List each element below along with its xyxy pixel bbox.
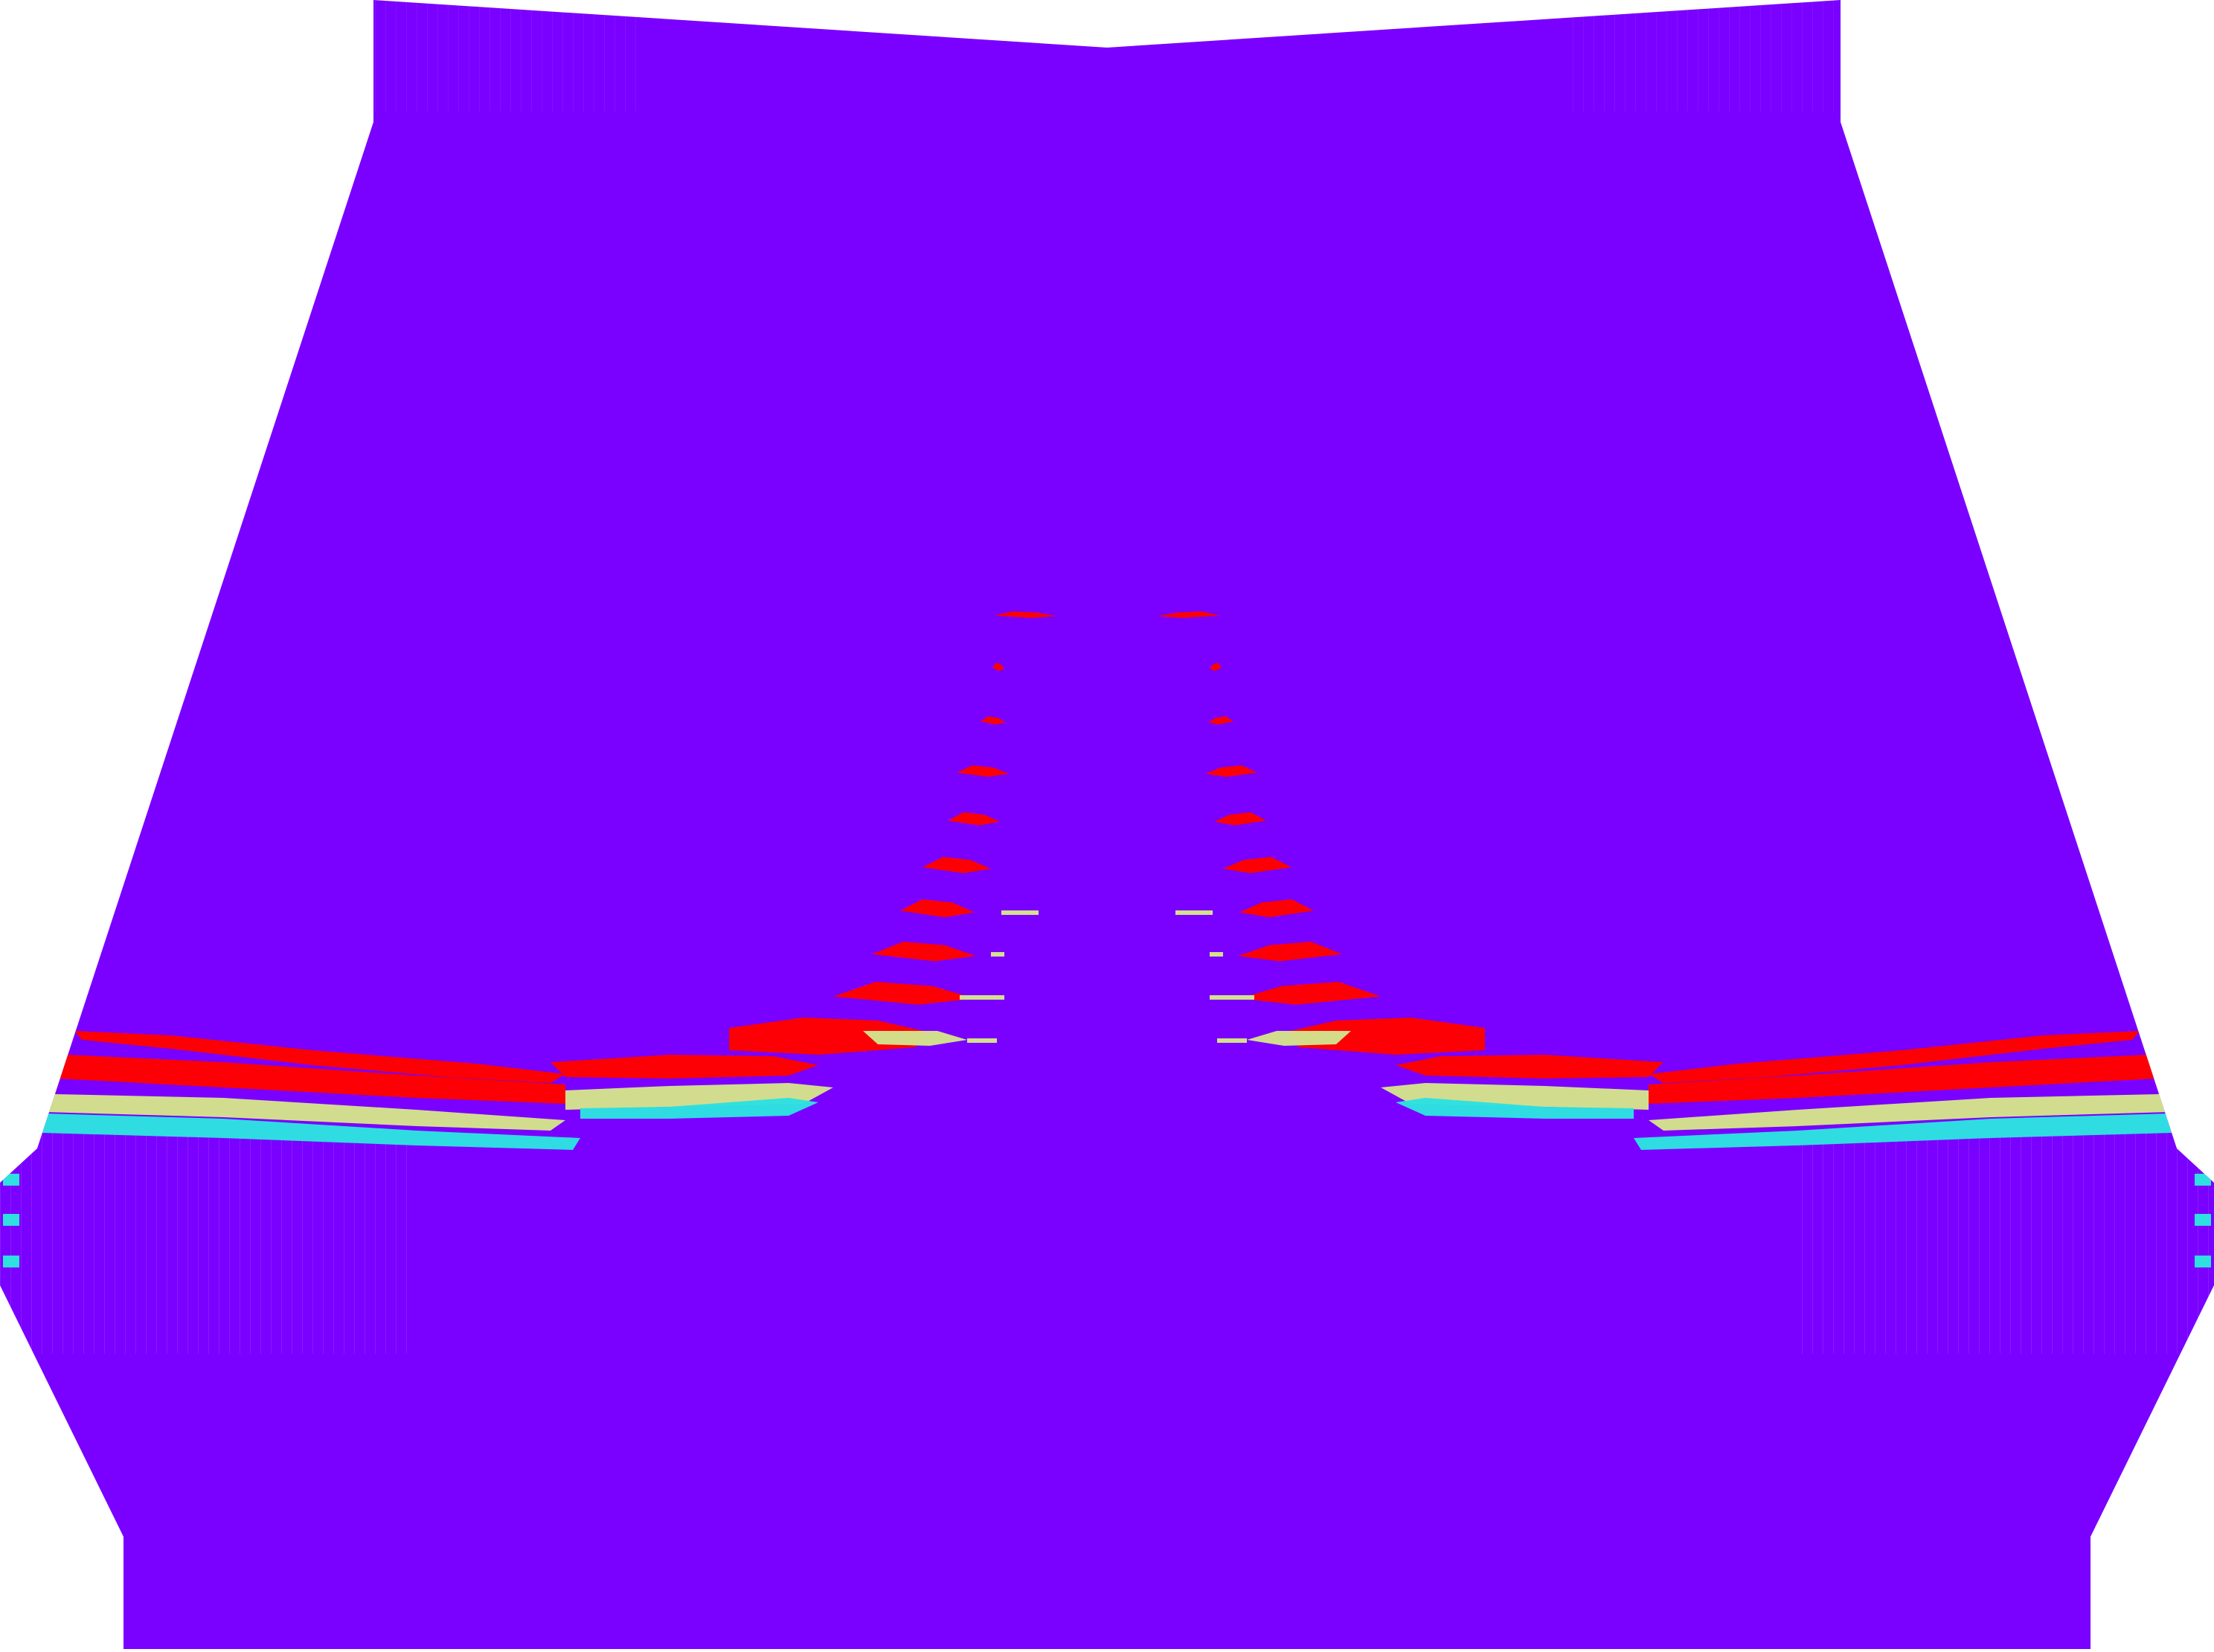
right-center-blob-mid [1247, 1031, 1351, 1046]
right-edge-mark-1 [2195, 1138, 2211, 1150]
left-center-blob [729, 1018, 930, 1055]
mesh-bottom-left [0, 1131, 417, 1354]
right-channel-marker-2 [1210, 952, 1223, 957]
right-channel-streak-3 [1208, 716, 1233, 724]
left-channel-marker-3 [960, 995, 1004, 1000]
left-channel-marker-4 [967, 1038, 997, 1043]
left-edge-mark-3 [3, 1214, 19, 1226]
right-wing-band-2 [1649, 1053, 2184, 1104]
right-wing-band-4 [1634, 1113, 2199, 1150]
left-channel-marker-1 [1001, 910, 1039, 915]
mesh-bottom-right [1797, 1131, 2214, 1354]
left-edge-mark-4 [3, 1256, 19, 1267]
right-edge-mark-2 [2195, 1174, 2211, 1186]
mesh-top-left [373, 0, 641, 112]
left-channel-streak-9 [833, 982, 975, 1005]
left-channel-streak-5 [948, 812, 1000, 826]
left-wing-band-1 [74, 1031, 565, 1083]
contour-bands [3, 611, 2211, 1267]
mesh-overlay [0, 0, 2214, 1354]
left-wing-band-4 [15, 1113, 580, 1150]
right-channel-marker-4 [1217, 1038, 1247, 1043]
left-channel-marker-2 [991, 952, 1004, 957]
right-inner-band-1 [1396, 1055, 1663, 1079]
right-center-blob [1284, 1018, 1485, 1055]
left-channel-streak-2 [992, 663, 1004, 671]
left-inner-band-3 [580, 1098, 818, 1119]
left-center-blob-mid [863, 1031, 967, 1046]
right-edge-mark-4 [2195, 1256, 2211, 1267]
right-wing-band-3 [1649, 1093, 2195, 1131]
right-channel-marker-3 [1210, 995, 1254, 1000]
right-inner-band-3 [1396, 1098, 1634, 1119]
left-wing-band-2 [30, 1053, 565, 1104]
mesh-top-right [1573, 0, 1841, 112]
left-channel-streak-1 [994, 611, 1056, 618]
left-channel-streak-6 [922, 857, 991, 873]
right-channel-streak-1 [1158, 611, 1220, 618]
left-channel-streak-8 [872, 942, 976, 962]
left-inner-band-1 [551, 1055, 818, 1079]
right-channel-streak-4 [1205, 765, 1257, 777]
right-channel-marker-1 [1175, 910, 1213, 915]
left-edge-mark-1 [3, 1138, 19, 1150]
left-channel-streak-7 [900, 899, 975, 918]
left-wing-band-3 [19, 1093, 565, 1131]
left-edge-mark-2 [3, 1174, 19, 1186]
right-channel-streak-6 [1223, 857, 1292, 873]
right-wing-band-1 [1649, 1031, 2140, 1083]
left-channel-streak-3 [981, 716, 1006, 724]
right-channel-streak-9 [1239, 982, 1381, 1005]
right-edge-mark-3 [2195, 1214, 2211, 1226]
right-channel-streak-2 [1210, 663, 1222, 671]
right-channel-streak-5 [1214, 812, 1266, 826]
right-channel-streak-7 [1239, 899, 1314, 918]
right-channel-streak-8 [1238, 942, 1342, 962]
left-channel-streak-4 [957, 765, 1009, 777]
